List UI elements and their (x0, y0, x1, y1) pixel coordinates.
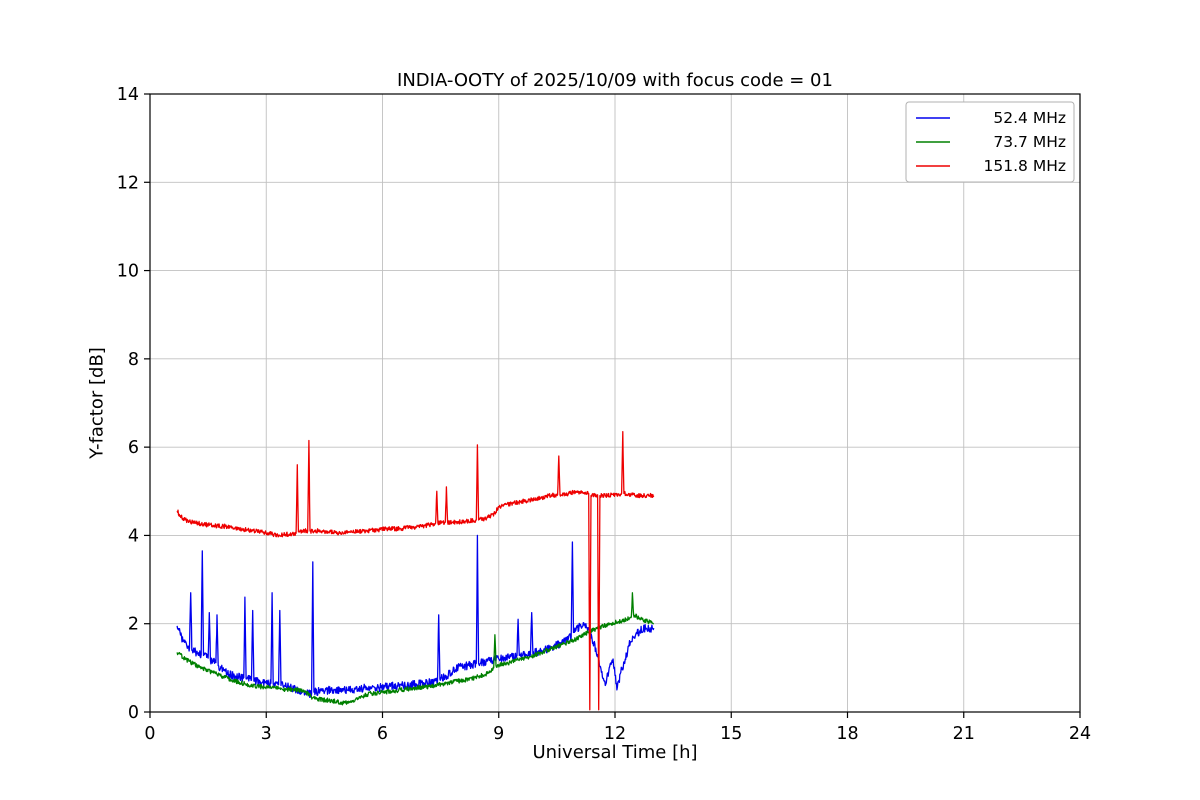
x-tick-label: 18 (836, 724, 858, 744)
y-tick-label: 4 (128, 526, 139, 546)
y-tick-label: 12 (117, 173, 139, 193)
legend-label: 73.7 MHz (993, 133, 1066, 151)
x-tick-label: 6 (377, 724, 388, 744)
series-line-52-4-mhz (176, 534, 655, 699)
x-tick-label: 24 (1069, 724, 1091, 744)
x-tick-label: 9 (493, 724, 504, 744)
chart-title: INDIA-OOTY of 2025/10/09 with focus code… (397, 70, 833, 91)
x-tick-label: 3 (261, 724, 272, 744)
x-tick-label: 21 (953, 724, 975, 744)
x-tick-label: 12 (604, 724, 626, 744)
y-tick-label: 10 (117, 262, 139, 282)
legend-box (905, 101, 1075, 183)
legend-label: 151.8 MHz (984, 157, 1066, 175)
y-tick-label: 14 (117, 85, 139, 105)
x-tick-label: 0 (144, 724, 155, 744)
y-tick-label: 0 (128, 703, 139, 723)
series-line-151-8-mhz (176, 431, 655, 711)
y-tick-label: 6 (128, 438, 139, 458)
series-line-73-7-mhz (176, 592, 654, 706)
y-tick-label: 2 (128, 615, 139, 635)
x-tick-label: 15 (720, 724, 742, 744)
x-axis-label: Universal Time [h] (532, 742, 698, 763)
legend-label: 52.4 MHz (993, 109, 1066, 127)
y-tick-label: 8 (128, 350, 139, 370)
